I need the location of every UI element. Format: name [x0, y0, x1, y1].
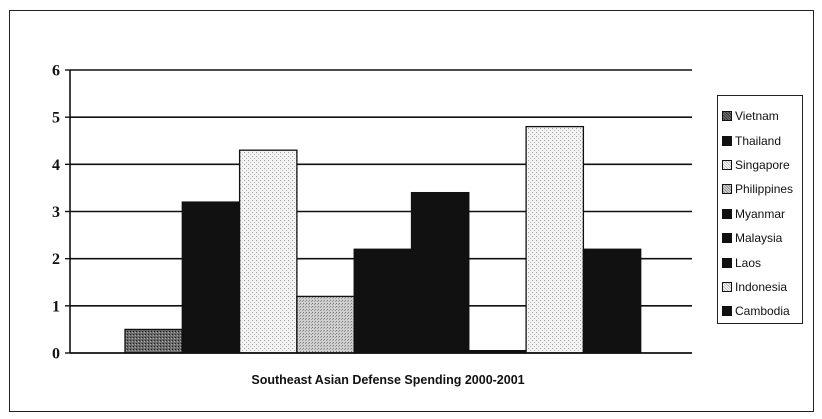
legend-item-myanmar: Myanmar [722, 202, 802, 226]
legend-item-indonesia: Indonesia [722, 275, 802, 299]
legend-swatch [722, 111, 732, 122]
bar-singapore [238, 149, 298, 354]
legend-swatch [722, 257, 732, 268]
legend-swatch [722, 306, 732, 317]
y-tick-label: 0 [52, 346, 60, 363]
legend-swatch [722, 184, 732, 195]
legend-item-thailand: Thailand [722, 128, 802, 152]
legend-label: Philippines [735, 182, 794, 197]
bar-thailand [181, 201, 241, 354]
y-tick-label: 3 [52, 204, 60, 221]
legend-label: Vietnam [735, 109, 779, 124]
y-tick-label: 4 [52, 157, 60, 174]
bar-myanmar [353, 248, 413, 354]
x-axis-label: Southeast Asian Defense Spending 2000-20… [251, 373, 524, 387]
bar-vietnam [124, 328, 183, 354]
legend-label: Malaysia [735, 231, 783, 246]
legend-label: Singapore [735, 157, 790, 172]
legend-label: Indonesia [735, 279, 788, 294]
legend-label: Cambodia [735, 304, 790, 319]
legend-label: Laos [735, 255, 762, 270]
legend-item-vietnam: Vietnam [722, 104, 802, 128]
y-tick-label: 6 [52, 63, 60, 80]
legend-item-philippines: Philippines [722, 177, 802, 201]
y-tick-label: 1 [52, 298, 60, 315]
bar-indonesia [525, 125, 585, 354]
legend-swatch [722, 135, 732, 146]
bar-philippines [296, 295, 355, 354]
legend-label: Myanmar [735, 206, 786, 221]
legend-item-cambodia: Cambodia [722, 299, 802, 323]
legend-item-malaysia: Malaysia [722, 226, 802, 250]
bar-cambodia [582, 248, 642, 354]
bar-malaysia [410, 191, 470, 354]
legend-item-singapore: Singapore [722, 153, 802, 177]
legend-swatch [722, 159, 732, 170]
y-tick-label: 5 [52, 110, 60, 127]
legend-label: Thailand [735, 133, 782, 148]
y-tick-label: 2 [52, 251, 60, 268]
legend-swatch [722, 233, 732, 244]
legend: Vietnam Thailand Singapore Philippines Myanm… [717, 95, 803, 324]
legend-swatch [722, 208, 732, 219]
legend-item-laos: Laos [722, 250, 802, 274]
legend-swatch [722, 281, 732, 292]
